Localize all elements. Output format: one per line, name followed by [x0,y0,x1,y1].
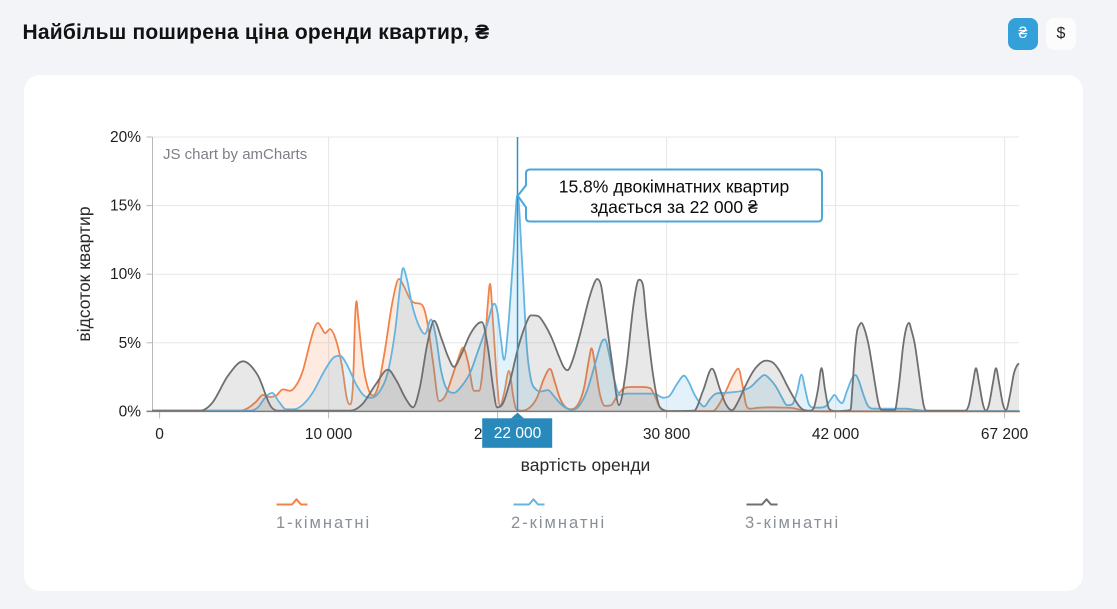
svg-text:15.8% двокімнатних квартир: 15.8% двокімнатних квартир [559,177,790,197]
svg-text:2-кімнатні: 2-кімнатні [511,514,606,532]
svg-text:0: 0 [155,426,164,443]
svg-text:здається за 22 000 ₴: здається за 22 000 ₴ [590,197,758,217]
svg-text:22 000: 22 000 [494,425,542,442]
svg-text:67 200: 67 200 [981,426,1029,443]
svg-text:42 000: 42 000 [812,426,860,443]
svg-text:15%: 15% [110,198,141,215]
svg-text:відсоток квартир: відсоток квартир [74,206,94,341]
svg-text:JS chart by amCharts: JS chart by amCharts [163,146,307,163]
svg-text:3-кімнатні: 3-кімнатні [745,514,840,532]
svg-text:0%: 0% [119,403,142,420]
svg-text:20%: 20% [110,129,141,146]
svg-text:30 800: 30 800 [643,426,691,443]
svg-text:5%: 5% [119,335,142,352]
svg-text:1-кімнатні: 1-кімнатні [276,514,371,532]
svg-text:вартість оренди: вартість оренди [521,455,651,475]
svg-text:10%: 10% [110,266,141,283]
svg-text:10 000: 10 000 [305,426,353,443]
